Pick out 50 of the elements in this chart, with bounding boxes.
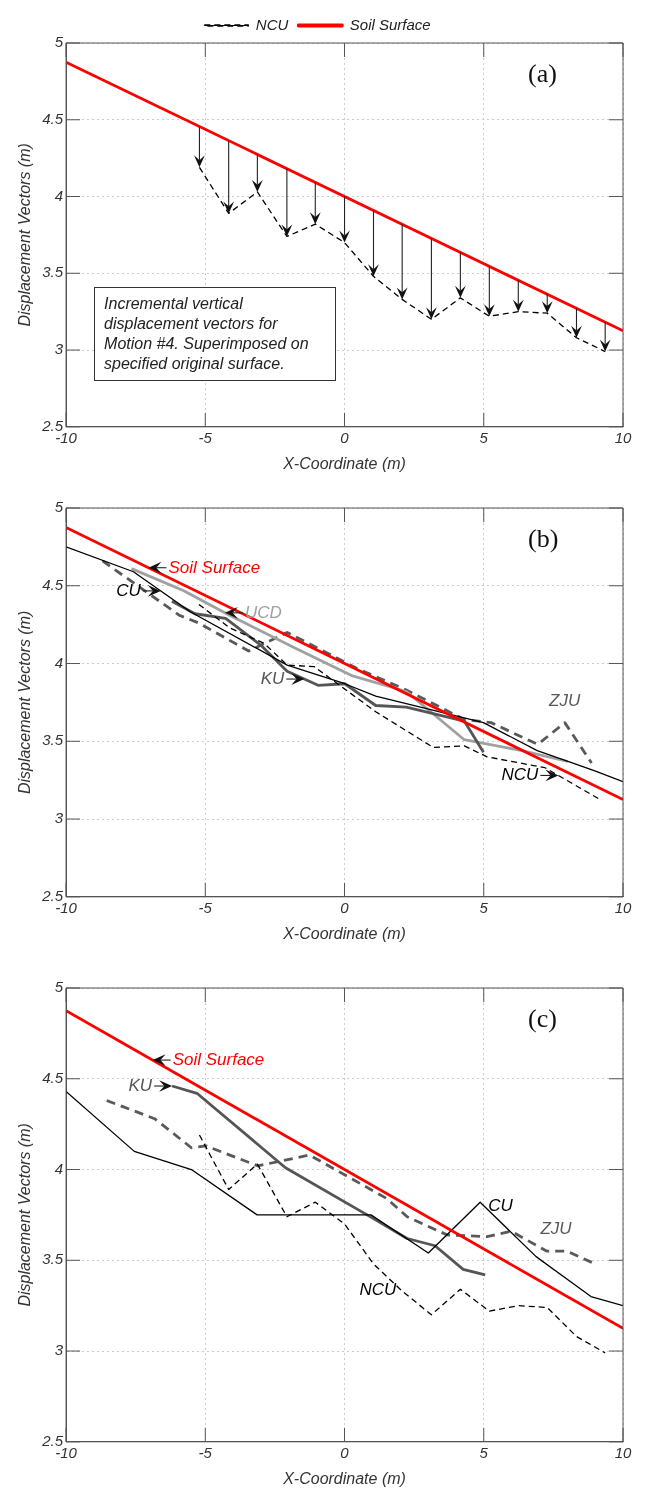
y-tick-label: 3: [54, 1341, 64, 1359]
annotation: (b): [528, 524, 559, 554]
series-label: Soil Surface: [172, 1050, 265, 1071]
series-label: KU: [128, 1076, 153, 1097]
y-tick-label: 3.5: [42, 1250, 64, 1268]
x-tick-label: 0: [340, 428, 350, 446]
x-tick-label: 5: [479, 1443, 489, 1461]
y-axis-title: Displacement Vectors (m): [16, 610, 34, 795]
legend-label: NCU: [255, 15, 289, 33]
y-tick-label: 4: [54, 653, 64, 671]
annotation: (a): [528, 59, 557, 89]
x-axis-title: X-Coordinate (m): [282, 1469, 406, 1487]
series-label: Soil Surface: [168, 557, 261, 578]
x-tick-label: 10: [614, 1443, 632, 1461]
annotation: (c): [528, 1004, 557, 1034]
series-label: KU: [260, 669, 285, 690]
y-tick-label: 5: [54, 978, 64, 996]
x-tick-label: 10: [614, 428, 632, 446]
y-tick-label: 4.5: [42, 109, 64, 127]
y-tick-label: 4: [54, 1159, 64, 1177]
series-label: CU: [116, 580, 141, 601]
x-tick-label: 0: [340, 1443, 350, 1461]
x-tick-label: 10: [614, 898, 632, 916]
series-label: CU: [488, 1196, 513, 1217]
series-label: NCU: [501, 765, 539, 786]
y-tick-label: 3: [54, 340, 64, 358]
x-tick-label: -5: [198, 428, 213, 446]
y-tick-label: 5: [54, 33, 64, 51]
y-axis-title: Displacement Vectors (m): [16, 1123, 34, 1307]
y-tick-label: 4.5: [42, 575, 64, 593]
y-tick-label: 4: [54, 186, 64, 204]
y-tick-label: 3.5: [42, 731, 64, 749]
y-tick-label: 5: [54, 498, 64, 516]
x-tick-label: 5: [479, 428, 489, 446]
x-tick-label: -5: [198, 898, 213, 916]
series-label: NCU: [359, 1280, 397, 1301]
series-label: ZJU: [549, 690, 581, 711]
x-tick-label: 5: [479, 898, 489, 916]
x-axis-title: X-Coordinate (m): [282, 924, 406, 942]
x-axis-title: X-Coordinate (m): [282, 454, 406, 472]
x-tick-label: 0: [340, 898, 350, 916]
annotation: Incremental vertical displacement vectors for Motion #4. Superimposed on specified original surface.: [94, 286, 337, 381]
y-tick-label: 3.5: [42, 263, 64, 281]
y-axis-title: Displacement Vectors (m): [16, 143, 34, 327]
y-tick-label: 4.5: [42, 1068, 64, 1086]
y-tick-label: 3: [54, 809, 64, 827]
legend-label: Soil Surface: [349, 15, 431, 33]
x-tick-label: -5: [198, 1443, 213, 1461]
series-label: UCD: [244, 602, 282, 623]
series-label: ZJU: [540, 1219, 572, 1240]
